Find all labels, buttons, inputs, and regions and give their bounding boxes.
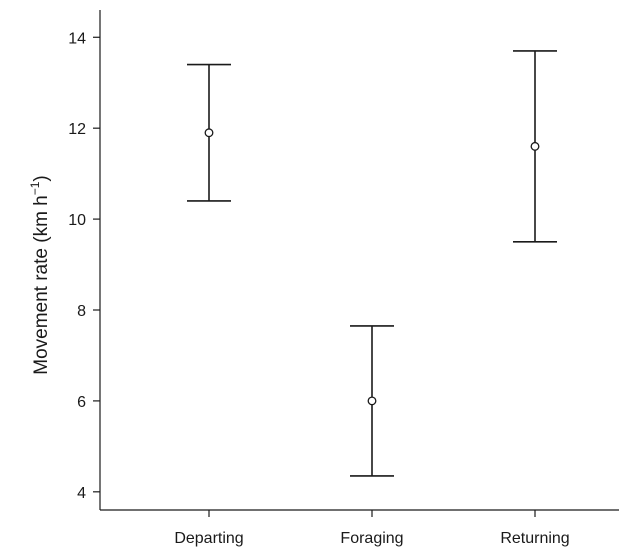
y-tick-label: 14 bbox=[68, 30, 86, 47]
x-tick-label: Departing bbox=[174, 530, 243, 547]
y-tick-label: 12 bbox=[68, 121, 86, 138]
y-tick-label: 6 bbox=[77, 394, 86, 411]
y-tick-label: 10 bbox=[68, 212, 86, 229]
y-axis-title: Movement rate (km h−1) bbox=[28, 175, 52, 375]
error-bars bbox=[187, 50, 557, 477]
mean-point bbox=[367, 396, 377, 406]
mean-point bbox=[530, 141, 540, 151]
y-tick-label: 4 bbox=[77, 485, 86, 502]
mean-point bbox=[204, 128, 214, 138]
y-ticks: 4 6 8 10 12 14 bbox=[68, 30, 100, 502]
x-tick-label: Foraging bbox=[340, 530, 403, 547]
x-ticks: Departing Foraging Returning bbox=[174, 510, 570, 547]
x-tick-label: Returning bbox=[500, 530, 569, 547]
y-tick-label: 8 bbox=[77, 303, 86, 320]
axes bbox=[99, 10, 619, 511]
